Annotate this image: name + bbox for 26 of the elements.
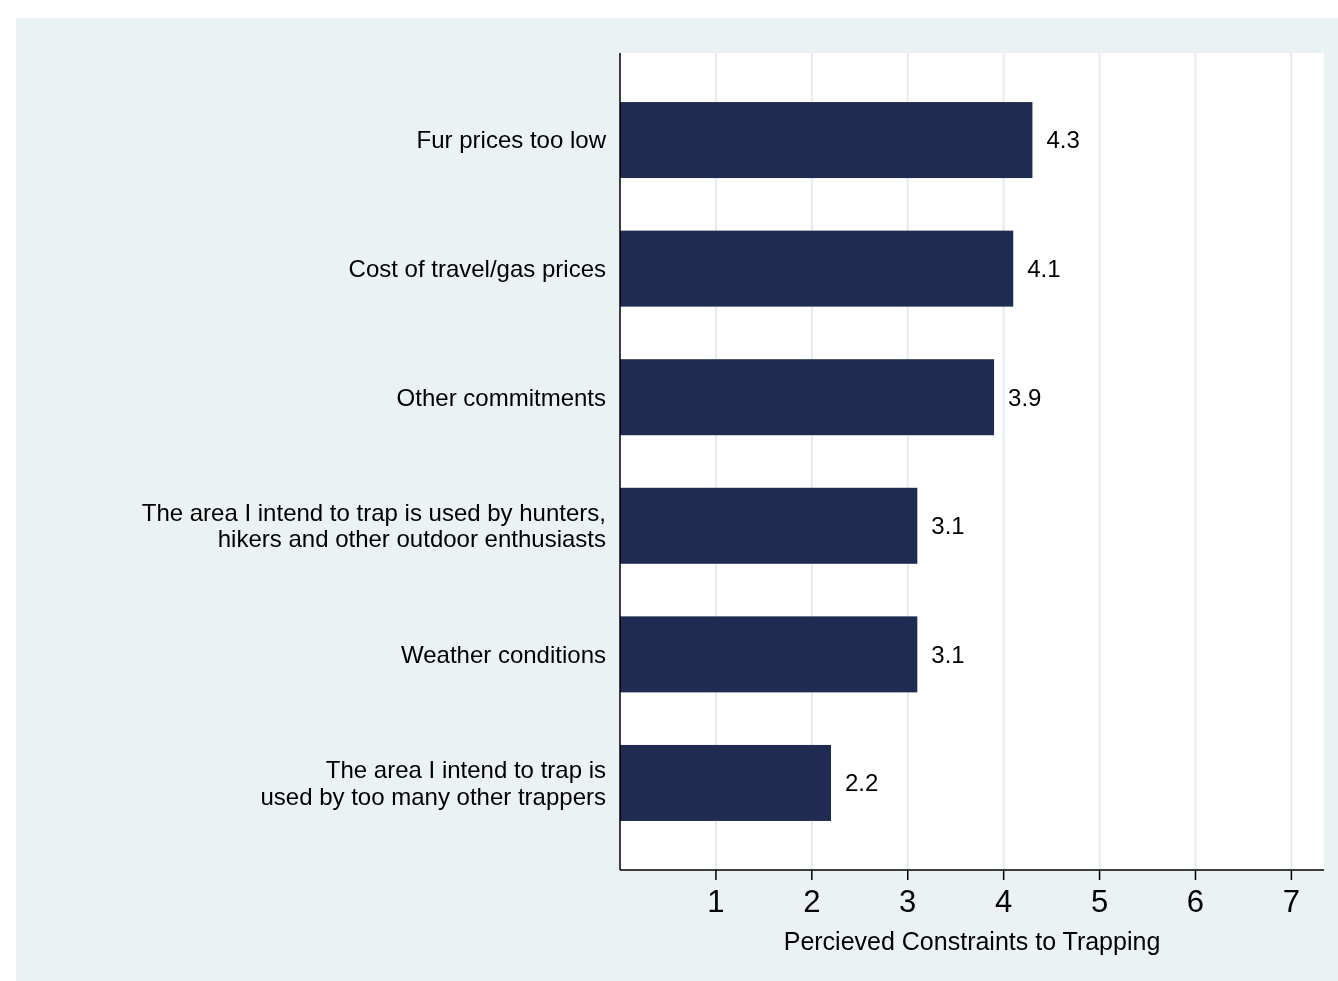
y-tick-label: Weather conditions: [400, 640, 606, 668]
y-tick-label: Other commitments: [396, 383, 606, 411]
y-tick-label: Cost of travel/gas prices: [348, 255, 606, 283]
y-tick-label: The area I intend to trap is used by too many other trappers: [260, 756, 606, 810]
bar: [620, 487, 918, 564]
data-label: 4.1: [1027, 255, 1061, 283]
bar: [620, 744, 832, 821]
x-tick-label: 1: [707, 884, 725, 919]
data-label: 3.1: [931, 640, 965, 668]
data-label: 3.1: [931, 512, 965, 540]
x-tick-label: 2: [803, 884, 821, 919]
x-axis-title: Percieved Constraints to Trapping: [783, 927, 1161, 955]
data-label: 3.9: [1008, 383, 1042, 411]
x-tick-label: 5: [1090, 884, 1109, 919]
x-tick-label: 4: [995, 884, 1013, 919]
x-tick-label: 6: [1186, 884, 1205, 919]
bar: [620, 230, 1014, 307]
y-tick-label: Fur prices too low: [416, 126, 607, 154]
bar: [620, 616, 918, 693]
data-label: 4.3: [1046, 126, 1080, 154]
bar: [620, 359, 995, 436]
data-label: 2.2: [845, 769, 879, 797]
x-tick-label: 3: [899, 884, 917, 919]
bar: [620, 102, 1033, 179]
x-tick-label: 7: [1282, 884, 1301, 919]
y-tick-label: The area I intend to trap is used by hunters, hikers and other outdoor enthusiasts: [141, 498, 606, 553]
